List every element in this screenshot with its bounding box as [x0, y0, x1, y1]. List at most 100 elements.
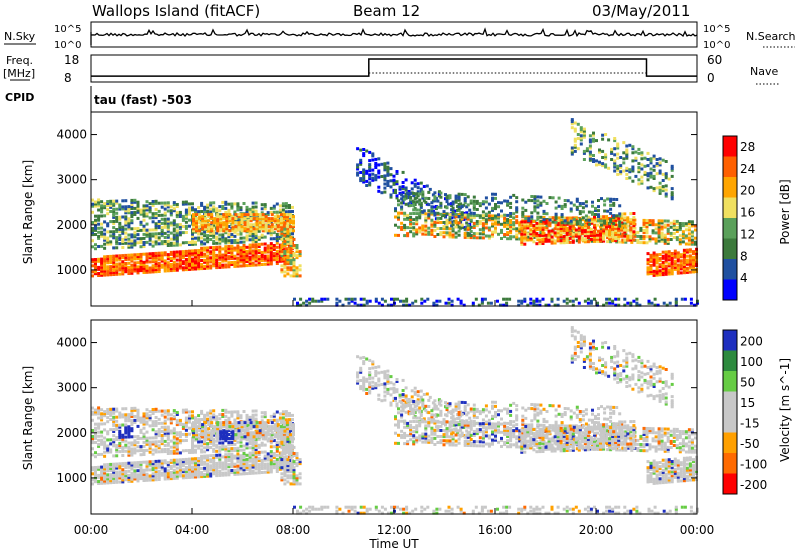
power-cell: [608, 301, 612, 305]
power-cell: [191, 236, 194, 240]
velocity-cell: [106, 430, 110, 434]
power-cell: [494, 226, 497, 230]
velocity-cell: [139, 471, 143, 474]
velocity-cell: [124, 474, 128, 478]
velocity-cell: [169, 475, 173, 479]
power-cell: [572, 231, 576, 234]
velocity-cell: [139, 467, 143, 470]
velocity-cell: [172, 411, 176, 415]
power-cell: [121, 225, 125, 229]
power-cell: [270, 217, 274, 221]
power-cell: [670, 260, 674, 264]
power-cell: [403, 223, 407, 227]
power-cell: [154, 232, 158, 236]
power-cell: [658, 161, 662, 165]
velocity-cell: [97, 434, 101, 438]
velocity-cell: [91, 410, 94, 414]
power-cell: [652, 156, 656, 160]
velocity-cell: [112, 474, 116, 478]
power-cell: [400, 205, 404, 209]
power-cell: [413, 182, 417, 186]
velocity-cell: [172, 458, 176, 462]
power-cell: [233, 254, 237, 258]
power-cell: [240, 229, 244, 233]
power-cell: [291, 232, 294, 236]
velocity-cell: [221, 463, 225, 467]
power-cell: [175, 213, 179, 217]
power-cell: [133, 267, 137, 271]
power-cell: [427, 230, 431, 234]
velocity-cell: [103, 479, 107, 483]
power-cell: [579, 130, 583, 134]
power-cell: [481, 230, 485, 234]
power-cell: [433, 199, 437, 203]
power-cell: [266, 256, 270, 260]
power-cell: [172, 250, 176, 254]
power-cell: [454, 198, 458, 202]
power-cell: [204, 219, 208, 223]
power-cell: [97, 222, 101, 226]
power-cell: [667, 256, 671, 260]
power-cell: [242, 240, 246, 244]
power-cell: [184, 241, 188, 245]
power-cell: [130, 211, 134, 215]
power-cell: [475, 208, 479, 211]
power-cell: [623, 212, 627, 216]
power-colorbar-swatch: [723, 238, 737, 259]
power-cell: [612, 201, 616, 205]
power-cell: [661, 250, 665, 254]
power-cell: [201, 223, 205, 227]
power-cell: [295, 246, 299, 249]
power-cell: [415, 216, 419, 220]
power-cell: [257, 263, 261, 267]
power-cell: [212, 246, 216, 249]
velocity-cell: [133, 408, 137, 412]
power-cell: [481, 236, 485, 240]
power-cell: [194, 253, 197, 257]
velocity-cell: [112, 472, 116, 476]
power-cell: [430, 205, 434, 209]
velocity-cell: [127, 480, 131, 483]
power-cell: [103, 202, 107, 206]
power-cell: [658, 263, 662, 267]
power-cell: [263, 213, 267, 217]
power-cell: [269, 252, 273, 256]
velocity-cell: [118, 425, 122, 429]
power-cell: [124, 253, 128, 257]
power-cell: [419, 203, 423, 207]
velocity-cell: [112, 468, 116, 472]
velocity-cell: [109, 409, 113, 413]
power-cell: [578, 202, 582, 205]
power-cell: [614, 297, 618, 301]
velocity-cell: [194, 457, 197, 461]
power-cell: [224, 263, 228, 267]
velocity-cell: [136, 465, 140, 469]
power-cell: [359, 158, 363, 162]
velocity-cell: [251, 463, 255, 467]
power-cell: [139, 228, 143, 232]
velocity-cell: [275, 463, 279, 467]
velocity-cell: [124, 431, 128, 435]
power-cell: [484, 200, 488, 204]
power-cell: [684, 228, 688, 232]
power-cell: [112, 203, 116, 207]
power-cell: [240, 215, 244, 219]
velocity-cell: [203, 438, 207, 442]
power-cell: [623, 303, 627, 307]
power-cell: [257, 242, 261, 246]
power-cell: [583, 240, 587, 244]
power-cell: [181, 241, 185, 245]
power-cell: [359, 297, 363, 301]
power-cell: [109, 242, 113, 246]
power-cell: [239, 252, 243, 256]
power-cell: [106, 230, 110, 234]
power-cell: [412, 226, 416, 230]
power-cell: [541, 229, 545, 233]
power-cell: [236, 202, 240, 206]
power-cell: [181, 216, 185, 220]
power-cell: [430, 201, 434, 205]
power-cell: [639, 241, 643, 245]
power-cell: [620, 212, 624, 216]
power-cell: [154, 226, 158, 230]
